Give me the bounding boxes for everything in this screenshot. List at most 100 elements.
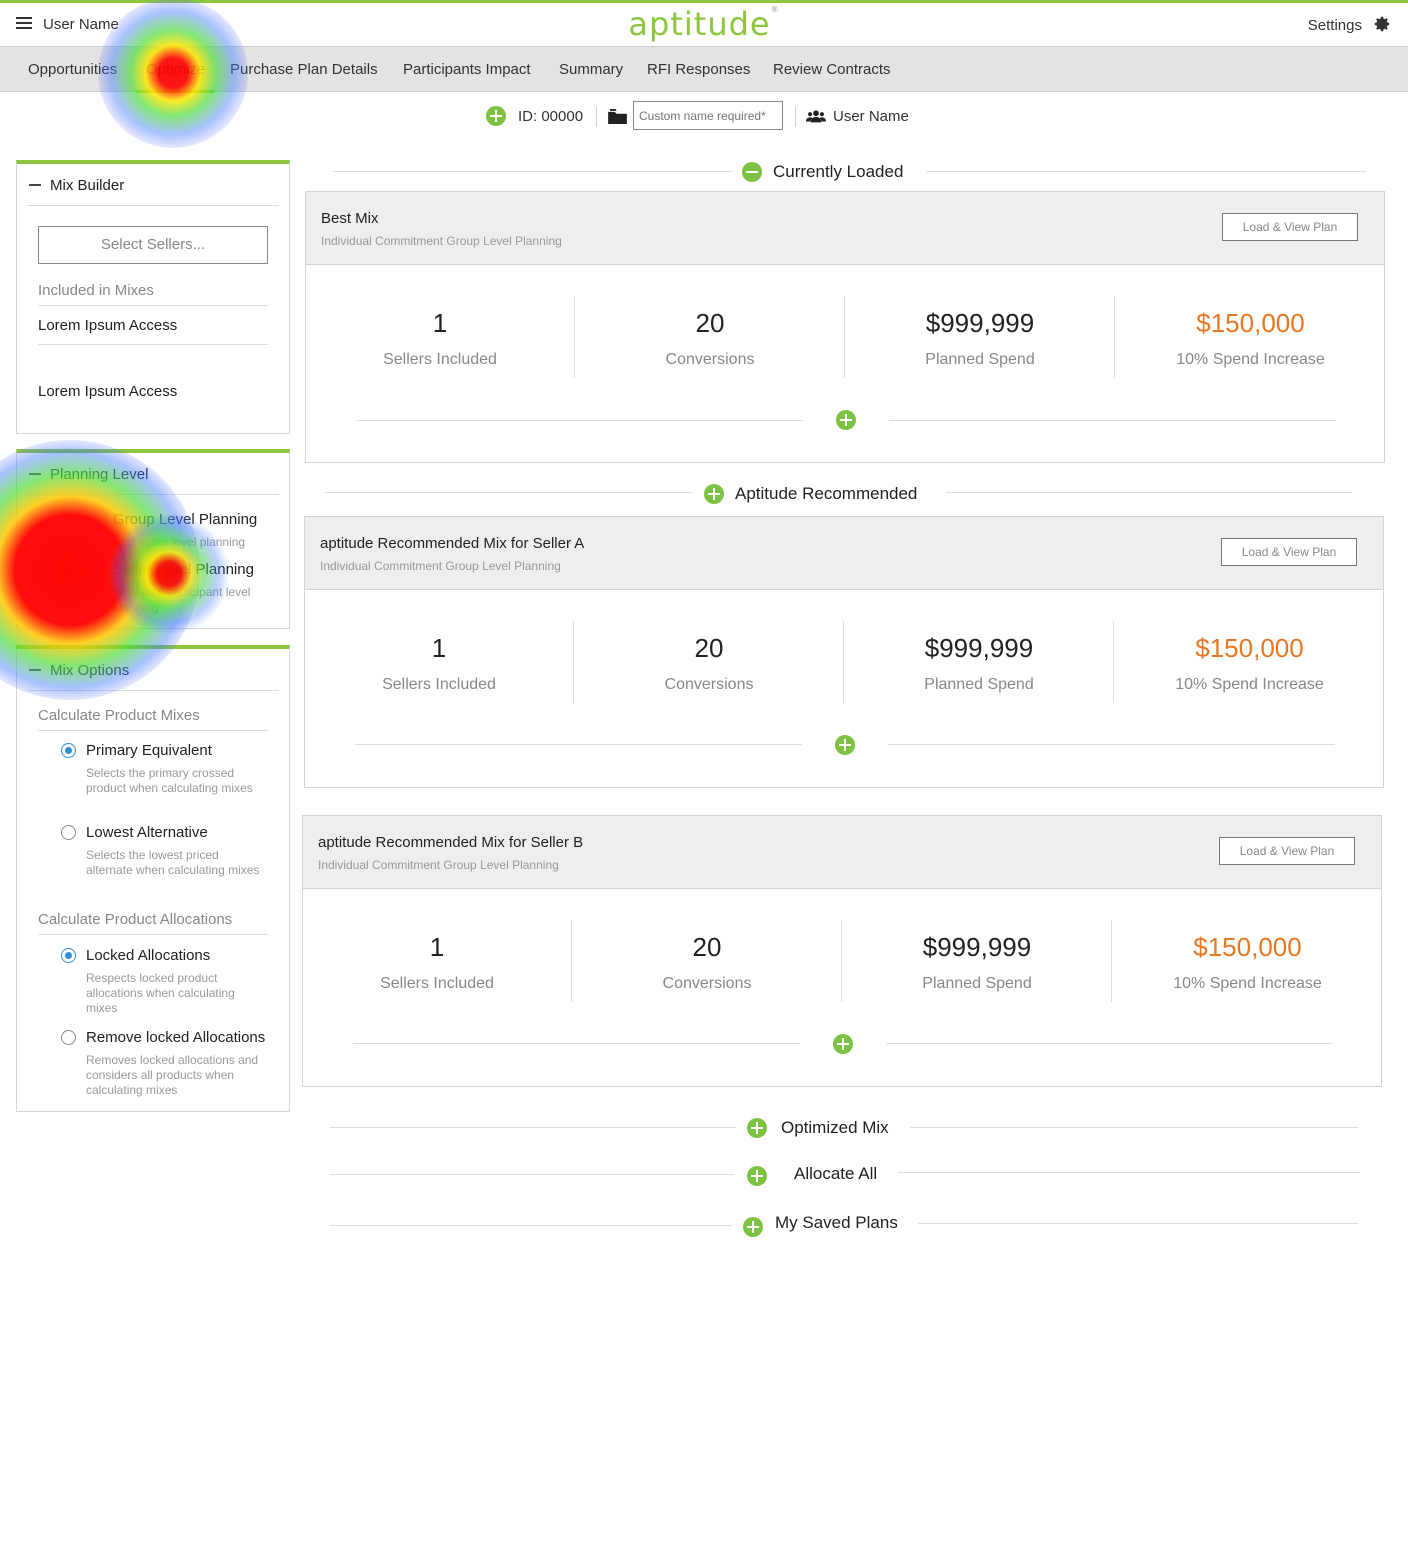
load-view-plan-button[interactable]: Load & View Plan [1222, 213, 1358, 241]
included-item[interactable]: Lorem Ipsum Access [38, 314, 268, 345]
group-level-option[interactable]: Group Level Planning [113, 511, 258, 528]
card-rule [888, 744, 1335, 745]
stat-sellers: 1 Sellers Included [303, 920, 572, 1002]
remove-locked-allocations-radio[interactable] [61, 1030, 76, 1045]
seller-level-option[interactable]: Seller Level Planning [113, 561, 254, 578]
locked-allocations-label[interactable]: Locked Allocations [86, 947, 211, 964]
custom-name-input[interactable] [633, 101, 783, 130]
card-rule [889, 420, 1336, 421]
included-item[interactable]: Lorem Ipsum Access [38, 383, 178, 400]
stat-label: Conversions [665, 351, 755, 368]
settings-link[interactable]: Settings [1307, 17, 1362, 34]
aptitude-recommended-title[interactable]: Aptitude Recommended [735, 484, 918, 503]
stat-value: $150,000 [1196, 308, 1305, 338]
plus-circle-icon[interactable] [704, 484, 724, 504]
folder-icon[interactable] [608, 109, 627, 124]
card-rule [355, 744, 802, 745]
menu-icon[interactable] [16, 17, 32, 30]
planning-level-header[interactable]: Planning Level [27, 453, 279, 495]
group-level-desc: Aggregate level planning [113, 535, 246, 549]
currently-loaded-title[interactable]: Currently Loaded [773, 162, 904, 181]
plan-id: ID: 00000 [518, 108, 584, 125]
section-rule [330, 1174, 734, 1175]
locked-allocations-radio[interactable] [61, 948, 76, 963]
logo-text: aptitude [628, 5, 771, 43]
card-subtitle: Individual Commitment Group Level Planni… [320, 559, 561, 573]
primary-equivalent-label[interactable]: Primary Equivalent [86, 742, 212, 759]
planning-level-title: Planning Level [50, 466, 149, 483]
plan-id-bar: ID: 00000 User Name [0, 101, 1408, 131]
stat-sellers: 1 Sellers Included [305, 621, 574, 703]
mix-card-seller-b: aptitude Recommended Mix for Seller B In… [302, 815, 1382, 1087]
stat-label: 10% Spend Increase [1173, 975, 1322, 992]
stat-conversions: 20 Conversions [576, 296, 845, 378]
plan-owner-name: User Name [833, 108, 909, 125]
my-saved-plans-title[interactable]: My Saved Plans [775, 1213, 898, 1232]
mix-card-seller-a: aptitude Recommended Mix for Seller A In… [304, 516, 1384, 788]
select-sellers-button[interactable]: Select Sellers... [38, 226, 268, 264]
mix-builder-panel: Mix Builder Select Sellers... Included i… [16, 160, 290, 434]
expand-card-icon[interactable] [836, 410, 856, 430]
expand-card-icon[interactable] [833, 1034, 853, 1054]
mix-builder-header[interactable]: Mix Builder [27, 164, 279, 206]
add-plan-icon[interactable] [486, 106, 506, 126]
mix-card-best-mix: Best Mix Individual Commitment Group Lev… [305, 191, 1385, 463]
seller-level-desc: Individual participant level [113, 585, 251, 599]
collapse-icon[interactable] [29, 669, 41, 671]
nav-optimize[interactable]: Optimize [135, 61, 216, 93]
lowest-alternative-label[interactable]: Lowest Alternative [86, 824, 208, 841]
primary-equivalent-desc: Selects the primary crossed product when… [86, 766, 253, 795]
stat-label: Planned Spend [924, 676, 1034, 693]
stat-label: Sellers Included [383, 351, 497, 368]
card-rule [356, 420, 803, 421]
plus-circle-icon[interactable] [747, 1166, 767, 1186]
top-bar: User Name aptitude® Settings [0, 0, 1408, 46]
stat-label: Conversions [662, 975, 752, 992]
section-rule [330, 1225, 732, 1226]
minus-circle-icon[interactable] [742, 162, 762, 182]
stat-label: Planned Spend [922, 975, 1032, 992]
included-in-mixes-heading: Included in Mixes [38, 282, 268, 306]
expand-card-icon[interactable] [835, 735, 855, 755]
stat-value: $999,999 [924, 633, 1034, 663]
section-rule [333, 171, 733, 172]
collapse-icon[interactable] [29, 473, 41, 475]
optimized-mix-title[interactable]: Optimized Mix [781, 1118, 889, 1137]
lowest-alternative-radio[interactable] [61, 825, 76, 840]
stat-label: Sellers Included [382, 676, 496, 693]
gear-icon[interactable] [1373, 15, 1391, 33]
card-title: aptitude Recommended Mix for Seller A [320, 535, 585, 552]
nav-purchase-plan-details[interactable]: Purchase Plan Details [230, 61, 378, 78]
calculate-product-mixes-heading: Calculate Product Mixes [38, 707, 268, 731]
main-nav: Opportunities Optimize Purchase Plan Det… [0, 46, 1408, 93]
mix-options-panel: Mix Options Calculate Product Mixes Prim… [16, 645, 290, 1112]
stat-value: 20 [692, 932, 722, 962]
stat-value: 1 [432, 308, 448, 338]
load-view-plan-button[interactable]: Load & View Plan [1221, 538, 1357, 566]
plus-circle-icon[interactable] [747, 1118, 767, 1138]
stat-label: 10% Spend Increase [1176, 351, 1325, 368]
nav-opportunities[interactable]: Opportunities [28, 61, 118, 78]
card-subtitle: Individual Commitment Group Level Planni… [318, 858, 559, 872]
nav-summary[interactable]: Summary [559, 61, 624, 78]
stat-value: 1 [429, 932, 445, 962]
collapse-icon[interactable] [29, 184, 41, 186]
section-rule [946, 492, 1352, 493]
nav-participants-impact[interactable]: Participants Impact [403, 61, 531, 78]
plus-circle-icon[interactable] [743, 1217, 763, 1237]
allocate-all-title[interactable]: Allocate All [794, 1164, 878, 1183]
load-view-plan-button[interactable]: Load & View Plan [1219, 837, 1355, 865]
stat-value: $999,999 [922, 932, 1032, 962]
stat-spend-increase: $150,000 10% Spend Increase [1113, 920, 1382, 1002]
primary-equivalent-radio[interactable] [61, 743, 76, 758]
section-rule [910, 1127, 1358, 1128]
nav-rfi-responses[interactable]: RFI Responses [647, 61, 751, 78]
card-title: aptitude Recommended Mix for Seller B [318, 834, 584, 851]
remove-locked-allocations-label[interactable]: Remove locked Allocations [86, 1029, 266, 1046]
card-subtitle: Individual Commitment Group Level Planni… [321, 234, 562, 248]
mix-options-header[interactable]: Mix Options [27, 649, 279, 691]
remove-locked-allocations-desc: Removes locked allocations and considers… [86, 1053, 259, 1097]
nav-review-contracts[interactable]: Review Contracts [773, 61, 891, 78]
planning-level-panel: Planning Level Group Level Planning Aggr… [16, 449, 290, 629]
seller-level-desc-2: planning [113, 601, 159, 615]
